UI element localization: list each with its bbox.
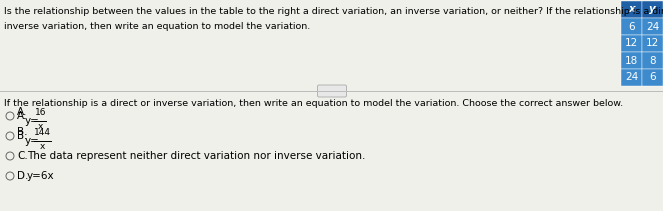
Text: 12: 12 bbox=[646, 38, 659, 49]
Text: y=: y= bbox=[25, 136, 40, 146]
FancyBboxPatch shape bbox=[642, 69, 663, 86]
Text: A.: A. bbox=[17, 111, 27, 121]
FancyBboxPatch shape bbox=[621, 52, 642, 69]
FancyBboxPatch shape bbox=[642, 35, 663, 52]
Text: 6: 6 bbox=[628, 22, 634, 31]
FancyBboxPatch shape bbox=[621, 18, 642, 35]
FancyBboxPatch shape bbox=[621, 35, 642, 52]
Text: C.: C. bbox=[17, 151, 28, 161]
Text: The data represent neither direct variation nor inverse variation.: The data represent neither direct variat… bbox=[27, 151, 365, 161]
Text: 6: 6 bbox=[649, 73, 656, 83]
Text: 144: 144 bbox=[34, 128, 52, 137]
Text: x: x bbox=[628, 4, 635, 15]
Text: inverse variation, then write an equation to model the variation.: inverse variation, then write an equatio… bbox=[4, 22, 310, 31]
Text: 8: 8 bbox=[649, 55, 656, 65]
Text: 18: 18 bbox=[625, 55, 638, 65]
FancyBboxPatch shape bbox=[642, 52, 663, 69]
Text: If the relationship is a direct or inverse variation, then write an equation to : If the relationship is a direct or inver… bbox=[4, 99, 623, 108]
FancyBboxPatch shape bbox=[621, 1, 642, 18]
Text: B.: B. bbox=[17, 131, 27, 141]
Text: A.: A. bbox=[17, 107, 27, 117]
FancyBboxPatch shape bbox=[642, 18, 663, 35]
Text: D.: D. bbox=[17, 171, 29, 181]
Text: x: x bbox=[40, 142, 46, 151]
Text: y: y bbox=[649, 4, 656, 15]
Text: 12: 12 bbox=[625, 38, 638, 49]
Text: 24: 24 bbox=[625, 73, 638, 83]
Text: 16: 16 bbox=[34, 108, 46, 117]
FancyBboxPatch shape bbox=[642, 1, 663, 18]
Text: y=6x: y=6x bbox=[27, 171, 54, 181]
Text: y=: y= bbox=[25, 116, 40, 126]
FancyBboxPatch shape bbox=[621, 69, 642, 86]
FancyBboxPatch shape bbox=[318, 85, 347, 97]
Text: 24: 24 bbox=[646, 22, 659, 31]
Text: x: x bbox=[38, 122, 43, 131]
Text: B.: B. bbox=[17, 127, 27, 137]
Text: Is the relationship between the values in the table to the right a direct variat: Is the relationship between the values i… bbox=[4, 7, 663, 16]
